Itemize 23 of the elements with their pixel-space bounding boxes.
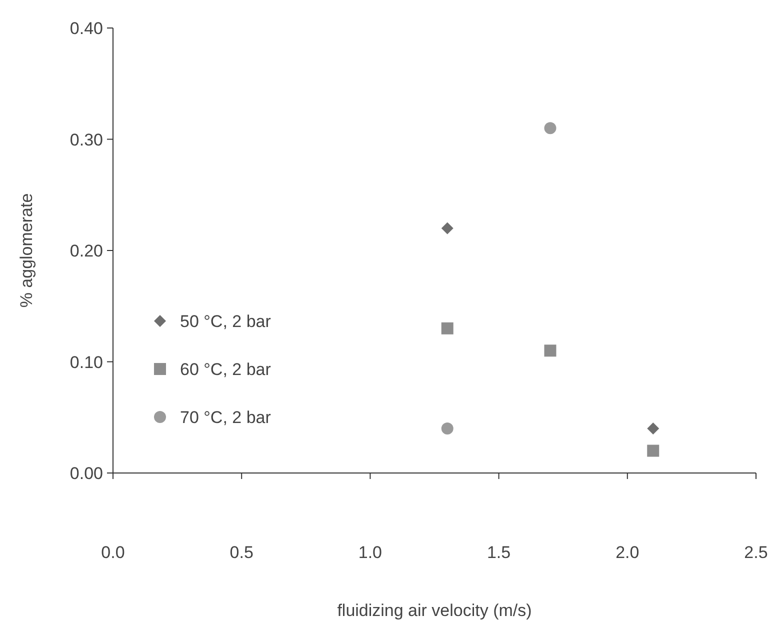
y-tick-label: 0.10 bbox=[70, 352, 103, 372]
point bbox=[544, 344, 556, 357]
y-tick-label: 0.40 bbox=[70, 19, 103, 38]
x-axis-title: fluidizing air velocity (m/s) bbox=[337, 601, 532, 620]
y-tick-label: 0.00 bbox=[70, 464, 103, 483]
x-tick-label: 0.0 bbox=[101, 543, 125, 562]
x-tick-label: 1.5 bbox=[486, 543, 511, 562]
x-tick-label: 0.5 bbox=[230, 543, 254, 562]
point bbox=[441, 222, 454, 234]
point bbox=[441, 422, 454, 434]
point bbox=[544, 122, 556, 134]
legend-label: 70 °C, 2 bar bbox=[180, 408, 272, 427]
x-tick-label: 1.0 bbox=[358, 543, 382, 562]
y-tick-label: 0.20 bbox=[70, 242, 103, 260]
point bbox=[647, 422, 660, 434]
y-axis-title: % agglomerate bbox=[17, 193, 36, 308]
point bbox=[441, 322, 454, 334]
x-tick-label: 2.0 bbox=[616, 543, 640, 562]
point bbox=[647, 444, 660, 457]
legend-label: 60 °C, 2 bar bbox=[180, 360, 272, 379]
y-tick-label: 0.30 bbox=[70, 130, 103, 150]
legend-label: 50 °C, 2 bar bbox=[180, 312, 272, 331]
x-tick-label: 2.5 bbox=[744, 543, 768, 562]
